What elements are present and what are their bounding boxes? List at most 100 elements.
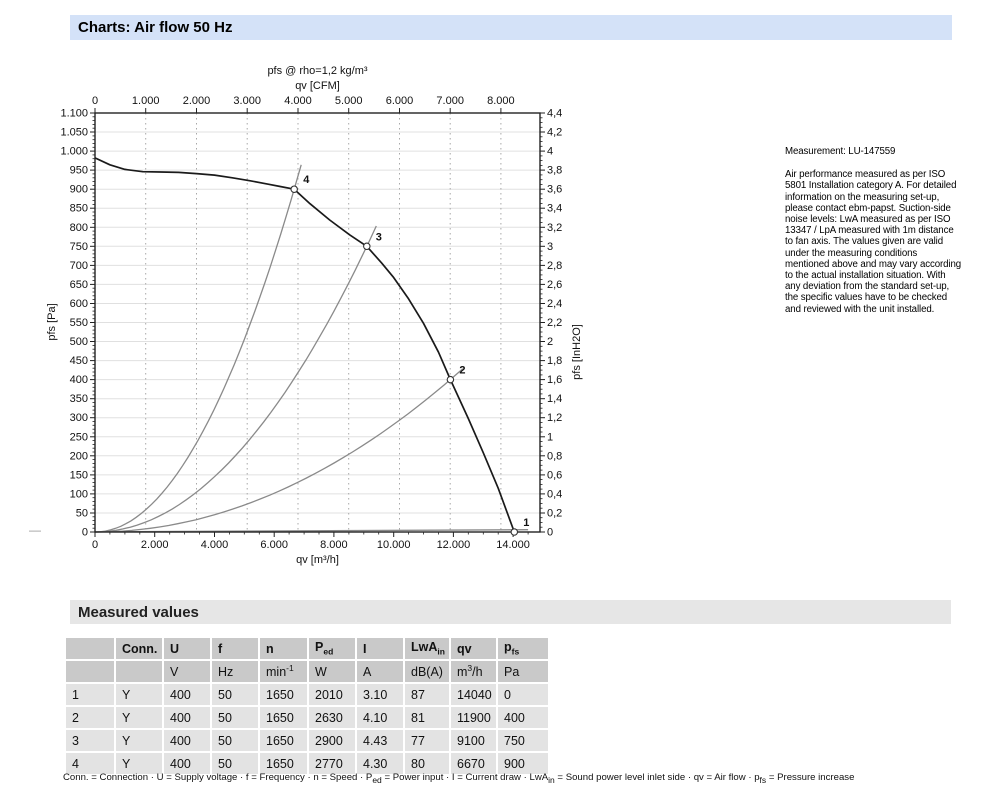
airflow-chart: 1.100 1.050 1.000 950 900 850 800 750 700 650 600 5…	[0, 60, 640, 580]
svg-text:0,4: 0,4	[547, 488, 562, 500]
svg-text:10.000: 10.000	[377, 539, 411, 551]
table-cell: 2900	[309, 730, 355, 751]
table-cell: 4	[66, 753, 114, 774]
svg-text:4: 4	[547, 146, 553, 158]
table-cell: 0	[498, 684, 548, 705]
table-unit-cell	[66, 661, 114, 682]
table-cell: 14040	[451, 684, 496, 705]
table-cell: 400	[164, 730, 210, 751]
table-unit-cell: Hz	[212, 661, 258, 682]
svg-text:1,8: 1,8	[547, 355, 562, 367]
table-header-cell: n	[260, 638, 307, 659]
svg-text:0,8: 0,8	[547, 450, 562, 462]
svg-text:3,8: 3,8	[547, 165, 562, 177]
table-row: 2 Y 400 50 1650 2630 4.10 81 11900 400	[66, 707, 548, 728]
svg-text:4,2: 4,2	[547, 127, 562, 139]
page-margin-mark: —	[29, 523, 41, 537]
svg-text:1: 1	[547, 431, 553, 443]
table-cell: 6670	[451, 753, 496, 774]
table-cell: 77	[405, 730, 449, 751]
svg-text:1.050: 1.050	[60, 127, 88, 139]
svg-text:800: 800	[70, 222, 88, 234]
table-cell: 1650	[260, 707, 307, 728]
table-cell: 50	[212, 707, 258, 728]
chart-canvas: 1.100 1.050 1.000 950 900 850 800 750 700 650 600 5…	[46, 65, 583, 566]
measured-values-title-bar: Measured values	[70, 600, 951, 624]
table-footnote: Conn. = Connection · U = Supply voltage …	[63, 772, 855, 785]
measurement-id: Measurement: LU-147559	[785, 146, 896, 157]
svg-text:900: 900	[70, 184, 88, 196]
svg-text:100: 100	[70, 488, 88, 500]
svg-text:400: 400	[70, 374, 88, 386]
table-header-cell: U	[164, 638, 210, 659]
svg-text:550: 550	[70, 317, 88, 329]
svg-text:150: 150	[70, 469, 88, 481]
table-header-cell: Ped	[309, 638, 355, 659]
svg-text:12.000: 12.000	[437, 539, 471, 551]
table-cell: 2	[66, 707, 114, 728]
table-header-cell: LwAin	[405, 638, 449, 659]
table-unit-cell: Pa	[498, 661, 548, 682]
table-cell: 50	[212, 730, 258, 751]
table-header-cell: pfs	[498, 638, 548, 659]
svg-text:950: 950	[70, 165, 88, 177]
table-cell: 50	[212, 684, 258, 705]
table-cell: 2010	[309, 684, 355, 705]
svg-text:350: 350	[70, 393, 88, 405]
table-cell: Y	[116, 684, 162, 705]
svg-text:1.000: 1.000	[60, 146, 88, 158]
table-cell: 750	[498, 730, 548, 751]
svg-text:6.000: 6.000	[260, 539, 288, 551]
svg-text:pfs @ rho=1,2 kg/m³: pfs @ rho=1,2 kg/m³	[267, 65, 367, 77]
svg-text:0: 0	[92, 95, 98, 107]
measurement-note: Measurement: LU-147559 Air performance m…	[785, 146, 963, 315]
svg-text:4.000: 4.000	[201, 539, 229, 551]
svg-text:700: 700	[70, 260, 88, 272]
svg-text:0,2: 0,2	[547, 508, 562, 520]
table-cell: Y	[116, 753, 162, 774]
svg-text:200: 200	[70, 450, 88, 462]
svg-text:14.000: 14.000	[496, 539, 530, 551]
table-header-cell: qv	[451, 638, 496, 659]
table-cell: 81	[405, 707, 449, 728]
svg-text:pfs [Pa]: pfs [Pa]	[46, 303, 58, 340]
table-header-cell	[66, 638, 114, 659]
table-cell: 11900	[451, 707, 496, 728]
table-header-cell: Conn.	[116, 638, 162, 659]
svg-text:1,6: 1,6	[547, 374, 562, 386]
table-unit-cell: A	[357, 661, 403, 682]
table-cell: 4.10	[357, 707, 403, 728]
measurement-note-body: Air performance measured as per ISO 5801…	[785, 169, 962, 315]
svg-text:300: 300	[70, 412, 88, 424]
table-row: 3 Y 400 50 1650 2900 4.43 77 9100 750	[66, 730, 548, 751]
page-title: Charts: Air flow 50 Hz	[78, 19, 233, 36]
svg-text:1,2: 1,2	[547, 412, 562, 424]
table-cell: 9100	[451, 730, 496, 751]
measured-values-title: Measured values	[78, 603, 199, 621]
table-cell: 3.10	[357, 684, 403, 705]
svg-text:250: 250	[70, 431, 88, 443]
table-cell: 2770	[309, 753, 355, 774]
svg-text:6.000: 6.000	[386, 95, 414, 107]
table-cell: 1650	[260, 753, 307, 774]
svg-text:600: 600	[70, 298, 88, 310]
svg-text:8.000: 8.000	[320, 539, 348, 551]
table-unit-cell	[116, 661, 162, 682]
svg-text:0: 0	[82, 527, 88, 539]
svg-text:4,4: 4,4	[547, 108, 562, 120]
svg-text:1.000: 1.000	[132, 95, 160, 107]
table-cell: Y	[116, 707, 162, 728]
svg-text:650: 650	[70, 279, 88, 291]
svg-text:0: 0	[92, 539, 98, 551]
svg-text:3: 3	[547, 241, 553, 253]
table-unit-cell: m3/h	[451, 661, 496, 682]
svg-text:2,4: 2,4	[547, 298, 562, 310]
svg-text:500: 500	[70, 336, 88, 348]
table-cell: 4.30	[357, 753, 403, 774]
table-cell: 400	[164, 707, 210, 728]
svg-text:0,6: 0,6	[547, 469, 562, 481]
svg-text:7.000: 7.000	[436, 95, 464, 107]
